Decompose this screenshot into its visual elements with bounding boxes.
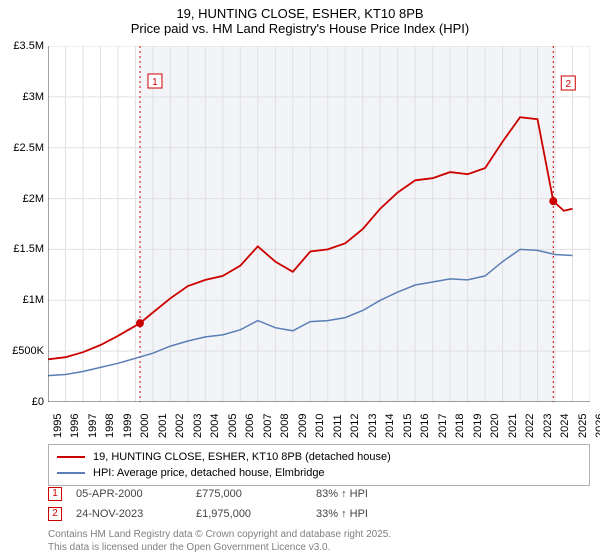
x-tick-label: 1996	[69, 414, 81, 438]
x-tick-label: 2010	[314, 414, 326, 438]
data-point-delta: 83% ↑ HPI	[316, 488, 436, 500]
legend: 19, HUNTING CLOSE, ESHER, KT10 8PB (deta…	[48, 444, 590, 486]
chart-container: 19, HUNTING CLOSE, ESHER, KT10 8PB Price…	[0, 0, 600, 560]
x-tick-label: 2002	[174, 414, 186, 438]
x-tick-label: 2011	[332, 414, 344, 438]
x-tick-label: 1997	[87, 414, 99, 438]
legend-item-hpi: HPI: Average price, detached house, Elmb…	[57, 465, 581, 481]
data-points-table: 1 05-APR-2000 £775,000 83% ↑ HPI 2 24-NO…	[48, 484, 590, 524]
footer-line1: Contains HM Land Registry data © Crown c…	[48, 528, 391, 541]
x-tick-label: 2008	[279, 414, 291, 438]
y-tick-label: £0	[32, 396, 44, 408]
data-point-date: 24-NOV-2023	[76, 508, 196, 520]
data-point-price: £775,000	[196, 488, 316, 500]
x-tick-label: 2025	[577, 414, 589, 438]
x-tick-label: 2017	[437, 414, 449, 438]
price-chart: 12	[48, 46, 590, 402]
y-tick-label: £3M	[23, 91, 44, 103]
y-tick-label: £500K	[12, 345, 44, 357]
svg-text:2: 2	[566, 79, 572, 90]
legend-label: HPI: Average price, detached house, Elmb…	[93, 467, 325, 479]
y-tick-label: £2M	[23, 193, 44, 205]
x-tick-label: 1998	[104, 414, 116, 438]
x-tick-label: 2018	[454, 414, 466, 438]
x-tick-label: 2004	[209, 414, 221, 438]
data-point-row: 2 24-NOV-2023 £1,975,000 33% ↑ HPI	[48, 504, 590, 524]
title-block: 19, HUNTING CLOSE, ESHER, KT10 8PB Price…	[0, 0, 600, 36]
footer-line2: This data is licensed under the Open Gov…	[48, 541, 391, 554]
data-point-date: 05-APR-2000	[76, 488, 196, 500]
x-tick-label: 2019	[472, 414, 484, 438]
data-point-delta: 33% ↑ HPI	[316, 508, 436, 520]
data-point-row: 1 05-APR-2000 £775,000 83% ↑ HPI	[48, 484, 590, 504]
legend-label: 19, HUNTING CLOSE, ESHER, KT10 8PB (deta…	[93, 451, 391, 463]
legend-swatch-icon	[57, 456, 85, 458]
x-tick-label: 2013	[367, 414, 379, 438]
x-tick-label: 1995	[52, 414, 64, 438]
x-tick-label: 2006	[244, 414, 256, 438]
footer-attribution: Contains HM Land Registry data © Crown c…	[48, 528, 391, 554]
svg-text:1: 1	[152, 77, 158, 88]
marker-box-icon: 1	[48, 487, 62, 501]
legend-item-property: 19, HUNTING CLOSE, ESHER, KT10 8PB (deta…	[57, 449, 581, 465]
y-tick-label: £1M	[23, 294, 44, 306]
data-point-price: £1,975,000	[196, 508, 316, 520]
y-tick-label: £1.5M	[13, 243, 44, 255]
y-tick-label: £3.5M	[13, 40, 44, 52]
x-tick-label: 2024	[559, 414, 571, 438]
title-line1: 19, HUNTING CLOSE, ESHER, KT10 8PB	[0, 6, 600, 21]
x-tick-label: 2015	[402, 414, 414, 438]
x-tick-label: 2000	[139, 414, 151, 438]
x-tick-label: 2020	[489, 414, 501, 438]
x-tick-label: 2022	[524, 414, 536, 438]
x-tick-label: 2001	[157, 414, 169, 438]
title-line2: Price paid vs. HM Land Registry's House …	[0, 21, 600, 36]
x-tick-label: 2014	[384, 414, 396, 438]
x-tick-label: 1999	[122, 414, 134, 438]
x-tick-label: 2016	[419, 414, 431, 438]
x-tick-label: 2005	[227, 414, 239, 438]
x-tick-label: 2026	[594, 414, 600, 438]
x-tick-label: 2009	[297, 414, 309, 438]
y-tick-label: £2.5M	[13, 142, 44, 154]
marker-box-icon: 2	[48, 507, 62, 521]
x-tick-label: 2023	[542, 414, 554, 438]
x-tick-label: 2012	[349, 414, 361, 438]
x-tick-label: 2021	[507, 414, 519, 438]
legend-swatch-icon	[57, 472, 85, 474]
x-tick-label: 2007	[262, 414, 274, 438]
x-tick-label: 2003	[192, 414, 204, 438]
